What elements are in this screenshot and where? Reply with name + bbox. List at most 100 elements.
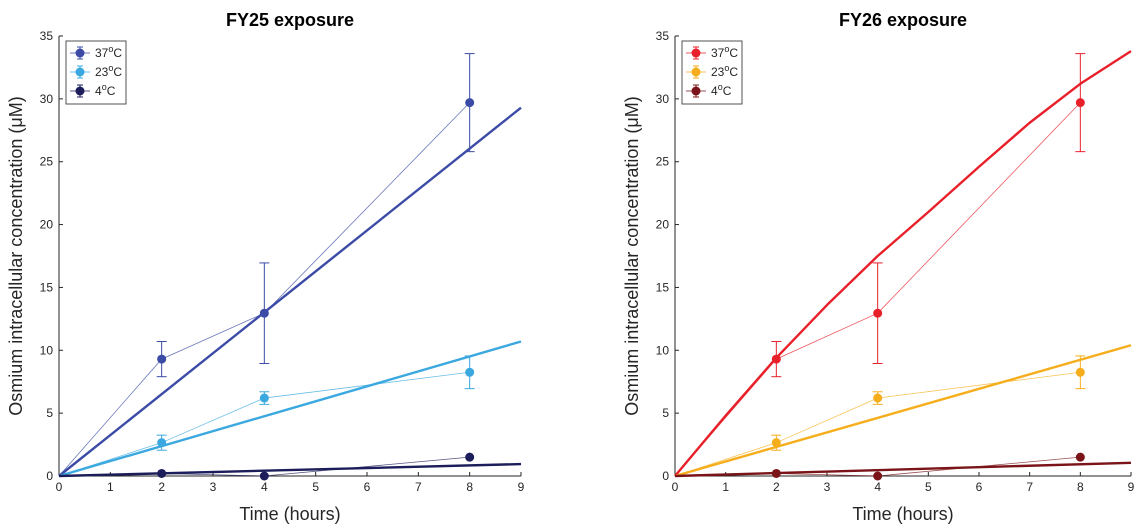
fy25-y-tick-label: 25 xyxy=(40,155,54,169)
legend-label-unit: C xyxy=(729,46,738,60)
fy25-y-tick-label: 20 xyxy=(40,218,54,232)
fy26-y-tick-label: 0 xyxy=(662,469,669,483)
fy25-legend-marker-1 xyxy=(70,65,90,79)
fy26-data-point xyxy=(873,308,883,318)
fy25-x-axis-label: Time (hours) xyxy=(239,504,340,524)
fy25-y-tick-label: 0 xyxy=(46,469,53,483)
fy26-x-tick-label: 4 xyxy=(874,480,881,494)
fy25-y-tick-label: 35 xyxy=(40,29,54,43)
fy25-legend-label-1: 23oC xyxy=(95,63,122,79)
fy26-data-point xyxy=(771,468,781,478)
legend-label-value: 23 xyxy=(95,65,109,79)
legend-label-unit: C xyxy=(729,65,738,79)
legend-label-unit: C xyxy=(107,84,116,98)
fy25-data-line-2 xyxy=(58,456,470,477)
fy25-x-tick-label: 1 xyxy=(107,480,114,494)
fy25-x-tick-label: 8 xyxy=(466,480,473,494)
legend-label-unit: C xyxy=(723,84,732,98)
fy25-data-point xyxy=(465,452,475,462)
fy25-x-tick-label: 0 xyxy=(56,480,63,494)
fy26-y-tick-label: 30 xyxy=(656,92,670,106)
fy25-data-point xyxy=(157,468,167,478)
fy26-series-2 xyxy=(674,452,1132,481)
legend-label-degree: o xyxy=(724,44,729,54)
fy26-y-tick-label: 15 xyxy=(656,280,670,294)
fy26-y-axis-label: Osmium intracellular concentration (μM) xyxy=(622,96,642,415)
legend-label-degree: o xyxy=(108,44,113,54)
fy26-legend-marker-0 xyxy=(686,46,706,60)
fy25-data-point xyxy=(157,438,167,448)
fy25-title: FY25 exposure xyxy=(226,10,354,30)
fy25-x-tick-label: 3 xyxy=(210,480,217,494)
fy25-data-point xyxy=(259,308,269,318)
fy26-data-point xyxy=(873,471,883,481)
fy25-x-tick-label: 4 xyxy=(261,480,268,494)
fy26-x-tick-label: 5 xyxy=(925,480,932,494)
fy26-legend-marker-1 xyxy=(686,65,706,79)
fy25-legend-label-0: 37oC xyxy=(95,44,122,60)
fy26-x-tick-label: 2 xyxy=(773,480,780,494)
fy25-fit-line-0 xyxy=(58,106,522,477)
fy25-series-0 xyxy=(58,53,522,477)
fy26-y-tick-label: 20 xyxy=(656,218,670,232)
fy26-x-tick-label: 3 xyxy=(824,480,831,494)
legend-label-unit: C xyxy=(113,65,122,79)
legend-point xyxy=(75,48,85,58)
legend-point xyxy=(75,67,85,77)
fy25-y-tick-label: 5 xyxy=(46,406,53,420)
legend-label-unit: C xyxy=(113,46,122,60)
fy26-fit-line-0 xyxy=(674,50,1132,477)
fy26-data-point xyxy=(1075,367,1085,377)
legend-label-value: 23 xyxy=(711,65,725,79)
fy26-data-line-0 xyxy=(674,102,1081,477)
fy25-x-tick-label: 7 xyxy=(415,480,422,494)
fy26-data-line-2 xyxy=(674,456,1081,477)
fy25-legend-marker-2 xyxy=(70,84,90,98)
fy25-data-point xyxy=(465,367,475,377)
fy25-data-point xyxy=(259,471,269,481)
legend-label-value: 37 xyxy=(711,46,725,60)
legend-point xyxy=(691,48,701,58)
fy26-data-line-1 xyxy=(674,371,1081,477)
fy25-series-1 xyxy=(58,340,522,478)
fy26-y-tick-label: 35 xyxy=(656,29,670,43)
legend-label-degree: o xyxy=(108,63,113,73)
fy26-x-tick-label: 6 xyxy=(976,480,983,494)
legend-label-value: 37 xyxy=(95,46,109,60)
fy25-x-tick-label: 6 xyxy=(364,480,371,494)
fy25-legend-label-2: 4oC xyxy=(95,82,116,98)
fy26-data-point xyxy=(771,354,781,364)
legend-label-value: 4 xyxy=(95,84,102,98)
legend-point xyxy=(75,86,85,96)
fy25-y-tick-label: 15 xyxy=(40,280,54,294)
fy26-x-tick-label: 9 xyxy=(1128,480,1134,494)
fy26-legend-marker-2 xyxy=(686,84,706,98)
fy25-data-point xyxy=(465,98,475,108)
fy26-data-point xyxy=(1075,452,1085,462)
fy26-x-tick-label: 0 xyxy=(672,480,679,494)
fy25-x-tick-label: 9 xyxy=(518,480,525,494)
legend-label-degree: o xyxy=(718,82,723,92)
fy25-x-tick-label: 2 xyxy=(158,480,165,494)
fy26-data-point xyxy=(771,438,781,448)
fy26-y-tick-label: 5 xyxy=(662,406,669,420)
fy25-fit-line-1 xyxy=(58,340,522,478)
fy26-legend-label-2: 4oC xyxy=(711,82,732,98)
fy26-x-tick-label: 7 xyxy=(1026,480,1033,494)
fy26-fit-line-1 xyxy=(674,344,1132,478)
fy25-y-axis-label: Osmium intracellular concentration (μM) xyxy=(6,96,26,415)
fy25-y-tick-label: 10 xyxy=(40,343,54,357)
fy26-series-1 xyxy=(674,344,1132,478)
fy25-y-tick-label: 30 xyxy=(40,92,54,106)
fy26-legend-label-1: 23oC xyxy=(711,63,738,79)
fy25-series-2 xyxy=(58,452,522,481)
fy25-data-point xyxy=(157,354,167,364)
legend-point xyxy=(691,86,701,96)
fy25-data-point xyxy=(259,393,269,403)
fy26-x-tick-label: 1 xyxy=(722,480,729,494)
fy26-y-tick-label: 10 xyxy=(656,343,670,357)
